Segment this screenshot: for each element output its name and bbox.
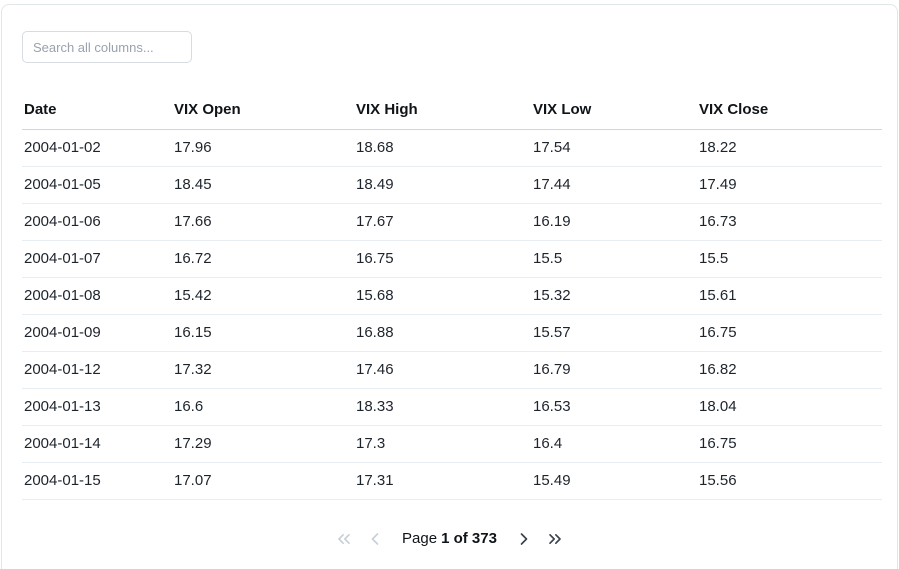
table-row: 2004-01-09 16.15 16.88 15.57 16.75 <box>22 314 882 352</box>
table-cell: 18.49 <box>354 166 531 204</box>
first-page-button[interactable] <box>332 527 356 551</box>
table-cell: 16.75 <box>697 314 882 352</box>
table-cell: 2004-01-02 <box>22 129 172 167</box>
table-cell: 16.79 <box>531 351 697 389</box>
table-cell: 15.42 <box>172 277 354 315</box>
next-page-button[interactable] <box>512 527 536 551</box>
table-cell: 16.88 <box>354 314 531 352</box>
table-cell: 15.56 <box>697 462 882 500</box>
table-cell: 16.6 <box>172 388 354 426</box>
table-cell: 17.67 <box>354 203 531 241</box>
table-cell: 18.68 <box>354 129 531 167</box>
table-row: 2004-01-06 17.66 17.67 16.19 16.73 <box>22 203 882 241</box>
table-row: 2004-01-05 18.45 18.49 17.44 17.49 <box>22 166 882 204</box>
table-cell: 17.29 <box>172 425 354 463</box>
table-cell: 16.19 <box>531 203 697 241</box>
table-cell: 18.04 <box>697 388 882 426</box>
table-cell: 15.49 <box>531 462 697 500</box>
column-header-vix-high[interactable]: VIX High <box>354 95 531 130</box>
previous-page-button[interactable] <box>363 527 387 551</box>
table-cell: 17.46 <box>354 351 531 389</box>
table-body: 2004-01-02 17.96 18.68 17.54 18.22 2004-01-05… <box>22 129 882 500</box>
chevron-left-icon <box>365 529 385 549</box>
pagination: Page 1 of 373 <box>21 527 878 551</box>
table-cell: 16.73 <box>697 203 882 241</box>
table-cell: 17.07 <box>172 462 354 500</box>
table-cell: 16.15 <box>172 314 354 352</box>
table-cell: 2004-01-08 <box>22 277 172 315</box>
vix-data-table: Date VIX Open VIX High VIX Low VIX Close 200… <box>22 95 882 500</box>
table-cell: 16.53 <box>531 388 697 426</box>
table-header: Date VIX Open VIX High VIX Low VIX Close <box>22 95 882 130</box>
table-cell: 18.45 <box>172 166 354 204</box>
table-cell: 16.72 <box>172 240 354 278</box>
table-cell: 2004-01-05 <box>22 166 172 204</box>
chevrons-right-icon <box>545 529 565 549</box>
header-row: Date VIX Open VIX High VIX Low VIX Close <box>22 95 882 130</box>
table-cell: 15.61 <box>697 277 882 315</box>
table-cell: 2004-01-07 <box>22 240 172 278</box>
table-cell: 17.3 <box>354 425 531 463</box>
table-cell: 17.44 <box>531 166 697 204</box>
column-header-vix-open[interactable]: VIX Open <box>172 95 354 130</box>
chevron-right-icon <box>514 529 534 549</box>
table-cell: 2004-01-15 <box>22 462 172 500</box>
table-cell: 15.32 <box>531 277 697 315</box>
column-header-date[interactable]: Date <box>22 95 172 130</box>
table-cell: 16.82 <box>697 351 882 389</box>
table-cell: 17.32 <box>172 351 354 389</box>
table-cell: 18.33 <box>354 388 531 426</box>
table-cell: 17.66 <box>172 203 354 241</box>
table-row: 2004-01-07 16.72 16.75 15.5 15.5 <box>22 240 882 278</box>
table-row: 2004-01-12 17.32 17.46 16.79 16.82 <box>22 351 882 389</box>
table-cell: 17.96 <box>172 129 354 167</box>
table-cell: 2004-01-12 <box>22 351 172 389</box>
table-cell: 2004-01-06 <box>22 203 172 241</box>
column-header-vix-close[interactable]: VIX Close <box>697 95 882 130</box>
table-cell: 17.49 <box>697 166 882 204</box>
page-indicator-prefix: Page <box>402 530 438 547</box>
table-row: 2004-01-02 17.96 18.68 17.54 18.22 <box>22 129 882 167</box>
table-cell: 17.54 <box>531 129 697 167</box>
column-header-vix-low[interactable]: VIX Low <box>531 95 697 130</box>
table-cell: 17.31 <box>354 462 531 500</box>
page-indicator-value: 1 of 373 <box>441 530 497 547</box>
search-input[interactable] <box>22 31 192 63</box>
table-cell: 2004-01-13 <box>22 388 172 426</box>
table-cell: 16.4 <box>531 425 697 463</box>
chevrons-left-icon <box>334 529 354 549</box>
table-cell: 15.5 <box>531 240 697 278</box>
table-cell: 15.5 <box>697 240 882 278</box>
table-cell: 15.68 <box>354 277 531 315</box>
table-cell: 16.75 <box>354 240 531 278</box>
table-cell: 2004-01-09 <box>22 314 172 352</box>
table-row: 2004-01-13 16.6 18.33 16.53 18.04 <box>22 388 882 426</box>
table-cell: 16.75 <box>697 425 882 463</box>
table-row: 2004-01-15 17.07 17.31 15.49 15.56 <box>22 462 882 500</box>
table-row: 2004-01-08 15.42 15.68 15.32 15.61 <box>22 277 882 315</box>
table-row: 2004-01-14 17.29 17.3 16.4 16.75 <box>22 425 882 463</box>
table-cell: 15.57 <box>531 314 697 352</box>
table-cell: 2004-01-14 <box>22 425 172 463</box>
table-cell: 18.22 <box>697 129 882 167</box>
last-page-button[interactable] <box>543 527 567 551</box>
page-indicator: Page 1 of 373 <box>402 530 497 547</box>
